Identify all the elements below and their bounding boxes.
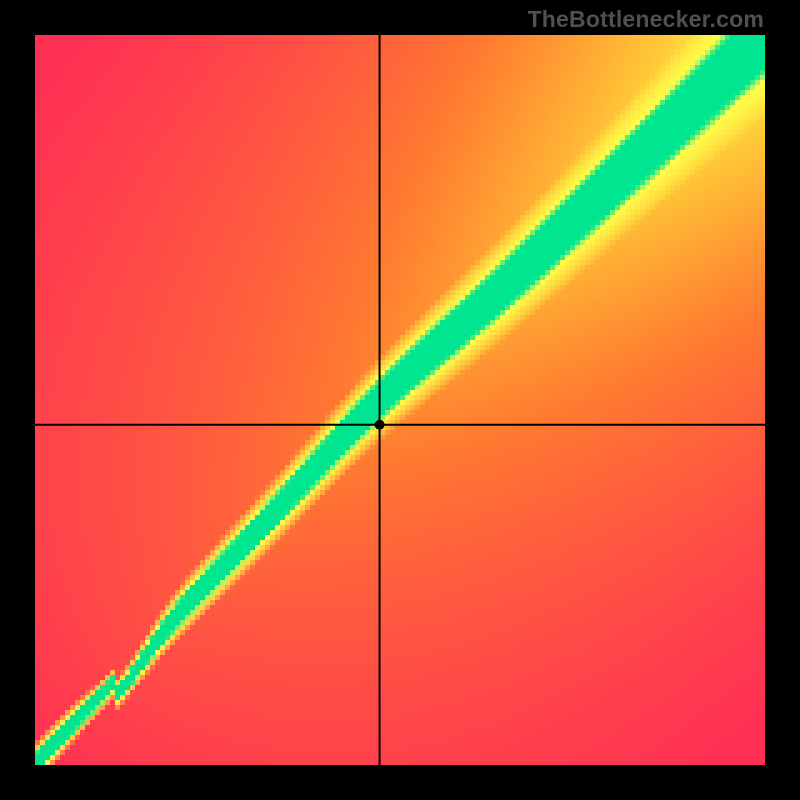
watermark-text: TheBottlenecker.com <box>528 6 764 33</box>
chart-container: TheBottlenecker.com <box>0 0 800 800</box>
heatmap-canvas <box>0 0 800 800</box>
